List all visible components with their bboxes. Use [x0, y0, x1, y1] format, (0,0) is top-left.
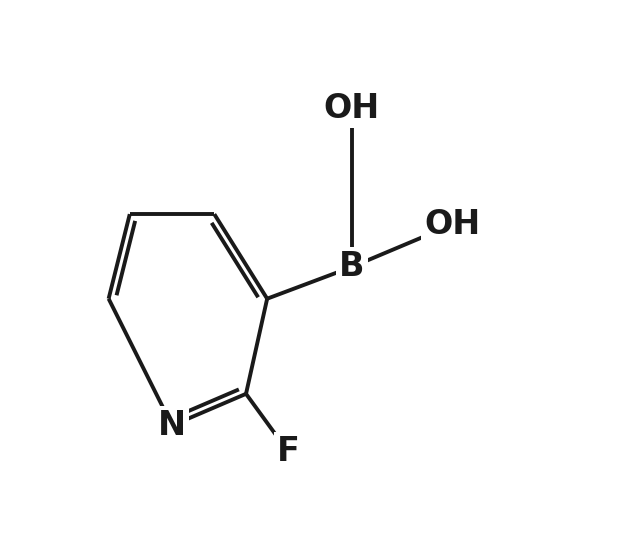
Text: B: B	[339, 250, 364, 284]
Text: F: F	[277, 435, 300, 468]
Text: OH: OH	[424, 208, 480, 241]
Text: N: N	[158, 409, 186, 442]
Text: OH: OH	[324, 92, 380, 125]
